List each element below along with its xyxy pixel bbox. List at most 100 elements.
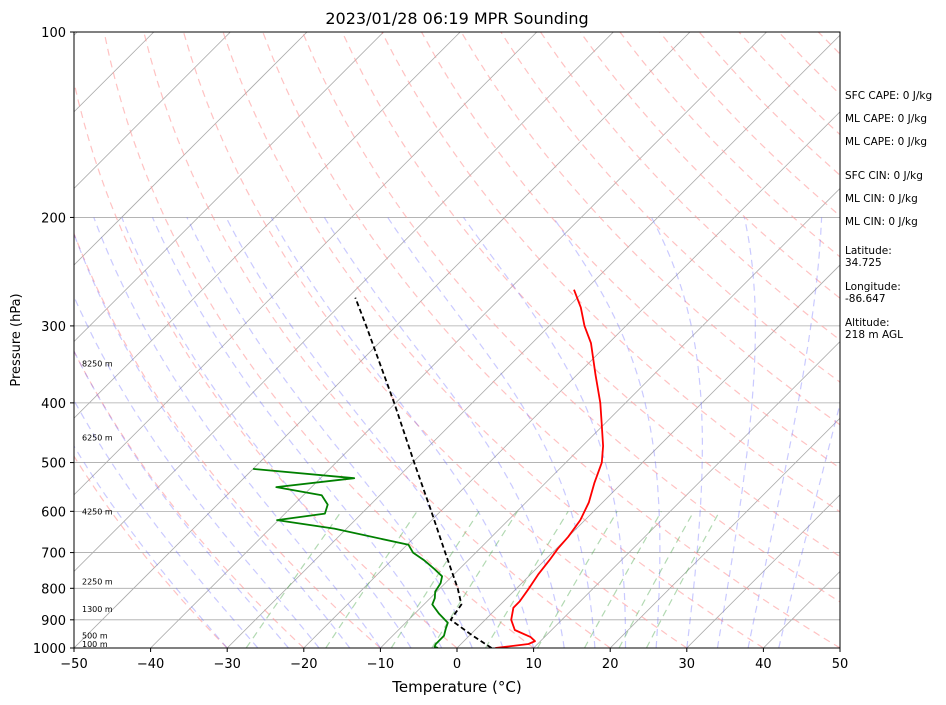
y-tick-label: 400 <box>41 397 66 412</box>
side-panel: SFC CAPE: 0 J/kg ML CAPE: 0 J/kg ML CAPE… <box>845 90 945 341</box>
dry-adiabat <box>74 79 458 648</box>
background-lines <box>0 32 840 648</box>
isotherm-line <box>380 187 840 648</box>
height-label: 8250 m <box>82 359 113 368</box>
isotherm-line <box>686 494 840 648</box>
height-label: 1300 m <box>82 605 113 614</box>
stat-ml-cape-2: ML CAPE: 0 J/kg <box>845 136 928 148</box>
meta-longitude: Longitude: -86.647 <box>845 281 901 305</box>
isotherm-line <box>0 32 1 648</box>
moist-adiabat <box>74 295 320 648</box>
y-axis-ticks: 1000 900 800 700 600 500 400 300 200 100 <box>33 26 74 657</box>
dry-adiabat <box>103 32 534 648</box>
moist-adiabat <box>552 217 661 648</box>
dry-adiabat <box>341 32 840 558</box>
mixing-ratio-line <box>484 510 569 648</box>
dry-adiabat <box>500 32 840 383</box>
dry-adiabat <box>460 32 840 426</box>
isotherm-line <box>303 111 840 648</box>
series-line-1 <box>253 468 449 648</box>
moist-adiabat <box>74 445 228 648</box>
x-axis-ticks: −50 −40 −30 −20 −10 0 10 20 30 40 50 <box>60 648 848 672</box>
isotherm-line <box>74 32 384 343</box>
meta-altitude: Altitude: 218 m AGL <box>845 317 903 341</box>
moist-adiabat <box>225 217 504 648</box>
isotherm-line <box>74 32 538 496</box>
height-label: 2250 m <box>82 578 113 587</box>
x-tick-label: −20 <box>290 657 317 672</box>
isotherm-line <box>609 417 840 648</box>
isotherm-line <box>74 32 308 266</box>
y-axis-label: Pressure (hPa) <box>9 293 24 386</box>
moist-adiabat <box>121 217 412 648</box>
y-tick-label: 900 <box>41 614 66 629</box>
series-line-2 <box>354 297 492 648</box>
mixing-ratio-line <box>536 510 618 648</box>
moist-adiabat <box>778 401 840 648</box>
moist-adiabat <box>387 217 596 648</box>
mixing-ratio-line <box>645 511 721 648</box>
meta-latitude: Latitude: 34.725 <box>845 245 892 269</box>
stat-ml-cape: ML CAPE: 0 J/kg <box>845 113 928 125</box>
y-tick-label: 200 <box>41 211 66 226</box>
mixing-ratio-line <box>618 511 695 648</box>
mixing-ratio-line <box>583 511 662 648</box>
isotherm-line <box>74 32 614 572</box>
series-line-0 <box>495 289 604 648</box>
height-label: 100 m <box>82 640 108 649</box>
x-tick-label: 50 <box>832 657 849 672</box>
isotherm-line <box>74 32 691 648</box>
moist-adiabat <box>74 349 289 648</box>
moist-adiabat <box>270 217 535 648</box>
x-tick-label: 20 <box>602 657 619 672</box>
dry-adiabat <box>74 455 228 648</box>
stat-sfc-cape: SFC CAPE: 0 J/kg <box>845 90 933 102</box>
moist-adiabat <box>716 217 756 648</box>
x-tick-label: 40 <box>755 657 772 672</box>
x-tick-label: −50 <box>60 657 87 672</box>
chart-title: 2023/01/28 06:19 MPR Sounding <box>325 9 588 28</box>
mixing-ratio-line <box>245 510 342 648</box>
isotherm-line <box>150 32 767 648</box>
dry-adiabat <box>301 32 840 603</box>
moist-adiabat <box>463 217 627 648</box>
stat-ml-cin-2: ML CIN: 0 J/kg <box>845 216 918 228</box>
dry-adiabat <box>74 350 305 648</box>
y-tick-label: 300 <box>41 320 66 335</box>
height-label: 4250 m <box>82 507 113 516</box>
moist-adiabat <box>186 217 473 648</box>
x-tick-label: −30 <box>213 657 240 672</box>
y-tick-label: 700 <box>41 547 66 562</box>
isotherm-line <box>74 32 461 419</box>
moist-adiabat <box>74 232 351 648</box>
moist-adiabat <box>93 217 381 648</box>
dry-adiabat <box>182 32 688 648</box>
y-tick-label: 1000 <box>33 642 66 657</box>
moist-adiabat <box>323 217 565 648</box>
moist-adiabat <box>747 217 823 648</box>
height-label: 500 m <box>82 632 108 641</box>
moist-adiabat <box>74 399 259 648</box>
series-group <box>253 289 604 648</box>
x-tick-label: −40 <box>137 657 164 672</box>
dry-adiabat <box>262 32 840 648</box>
height-label: 6250 m <box>82 433 113 442</box>
dry-adiabat <box>74 231 381 648</box>
x-tick-label: −10 <box>367 657 394 672</box>
moist-adiabat <box>650 217 704 648</box>
plot-frame <box>73 31 841 649</box>
isotherm-line <box>533 341 840 648</box>
x-axis-label: Temperature (°C) <box>391 678 521 696</box>
x-tick-label: 30 <box>679 657 696 672</box>
x-tick-label: 0 <box>453 657 461 672</box>
y-tick-label: 500 <box>41 457 66 472</box>
y-tick-label: 100 <box>41 26 66 41</box>
y-tick-label: 600 <box>41 505 66 520</box>
x-tick-label: 10 <box>525 657 542 672</box>
isotherm-line <box>74 32 231 189</box>
isotherm-line <box>226 34 840 648</box>
dry-adiabat <box>381 32 840 513</box>
stat-sfc-cin: SFC CIN: 0 J/kg <box>845 170 923 182</box>
